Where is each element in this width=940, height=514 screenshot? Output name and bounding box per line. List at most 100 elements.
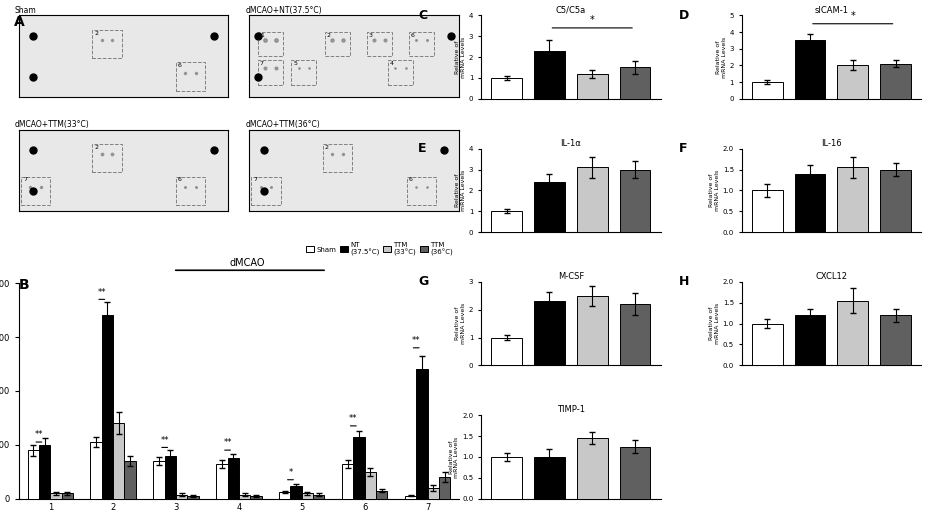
Bar [880, 315, 911, 365]
Y-axis label: Relative of
mRNA Levels: Relative of mRNA Levels [709, 303, 720, 344]
Bar [376, 490, 387, 499]
Bar [577, 74, 607, 99]
Bar [90, 442, 102, 499]
Y-axis label: Relative of
mRNA Levels: Relative of mRNA Levels [709, 170, 720, 211]
Bar [250, 496, 261, 499]
Bar [164, 455, 176, 499]
Bar [407, 176, 436, 205]
Bar [252, 176, 281, 205]
Bar [258, 60, 283, 85]
Text: C: C [418, 9, 428, 22]
Legend: Sham, NT
(37.5°C), TTM
(33°C), TTM
(36°C): Sham, NT (37.5°C), TTM (33°C), TTM (36°C… [303, 240, 456, 259]
Text: **: ** [161, 436, 169, 445]
Text: B: B [19, 278, 29, 291]
Text: 2: 2 [325, 145, 329, 150]
Bar [577, 296, 607, 365]
Text: 7: 7 [23, 177, 27, 182]
Bar [794, 315, 825, 365]
Bar [534, 301, 565, 365]
Text: dMCAO+TTM(33°C): dMCAO+TTM(33°C) [15, 120, 89, 129]
Bar [619, 67, 650, 99]
Bar [794, 174, 825, 232]
Bar [92, 30, 121, 58]
Text: H: H [679, 276, 689, 288]
Bar [534, 457, 565, 499]
Bar [124, 461, 135, 499]
Bar [619, 304, 650, 365]
Bar [367, 32, 392, 56]
Bar [21, 176, 50, 205]
Text: 5: 5 [293, 61, 297, 66]
Bar [492, 211, 522, 232]
Y-axis label: Relative of
mRNA Levels: Relative of mRNA Levels [455, 170, 466, 211]
Title: M-CSF: M-CSF [557, 272, 584, 281]
Bar [492, 338, 522, 365]
Bar [416, 370, 428, 499]
Text: 6: 6 [409, 177, 413, 182]
Bar [322, 144, 352, 173]
Bar [279, 492, 290, 499]
Bar [176, 62, 205, 91]
Text: **: ** [349, 414, 357, 423]
Y-axis label: Relative of
mRNA Levels: Relative of mRNA Levels [448, 436, 460, 478]
Bar [153, 461, 164, 499]
Title: TIMP-1: TIMP-1 [556, 406, 585, 414]
Bar [353, 437, 365, 499]
Bar [365, 472, 376, 499]
Text: A: A [14, 15, 24, 29]
Y-axis label: Relative of
mRNA Levels: Relative of mRNA Levels [455, 303, 466, 344]
Text: 3: 3 [368, 32, 373, 38]
Bar [577, 438, 607, 499]
Text: *: * [851, 11, 855, 21]
Bar [492, 457, 522, 499]
Bar [534, 51, 565, 99]
Bar [313, 494, 324, 499]
Text: 6: 6 [411, 32, 415, 38]
Bar [239, 494, 250, 499]
Bar [880, 64, 911, 99]
Bar [227, 458, 239, 499]
Text: dMCAO: dMCAO [230, 258, 265, 268]
Text: E: E [418, 142, 427, 155]
Bar [428, 488, 439, 499]
Bar [216, 464, 227, 499]
Bar [405, 496, 416, 499]
Y-axis label: Relative of
mRNA Levels: Relative of mRNA Levels [455, 36, 466, 78]
Text: 6: 6 [178, 63, 182, 68]
Bar [387, 60, 413, 85]
Text: **: ** [98, 288, 106, 297]
Bar [258, 32, 283, 56]
Text: *: * [590, 15, 595, 25]
Bar [409, 32, 434, 56]
Bar [880, 170, 911, 232]
Text: 1: 1 [259, 32, 264, 38]
Bar [92, 144, 121, 173]
Text: dMCAO+NT(37.5°C): dMCAO+NT(37.5°C) [245, 6, 321, 14]
Bar [325, 32, 350, 56]
Text: **: ** [224, 438, 232, 447]
Bar [176, 494, 187, 499]
Bar [61, 493, 73, 499]
Bar [50, 493, 61, 499]
Title: C5/C5a: C5/C5a [556, 6, 586, 14]
Text: **: ** [412, 336, 420, 345]
Bar [752, 324, 783, 365]
Bar [838, 301, 869, 365]
Text: G: G [418, 276, 429, 288]
Text: 2: 2 [94, 145, 99, 150]
Bar [291, 60, 317, 85]
Text: 2: 2 [94, 30, 99, 35]
Bar [302, 493, 313, 499]
Text: D: D [679, 9, 689, 22]
Bar [290, 486, 302, 499]
Title: CXCL12: CXCL12 [815, 272, 847, 281]
Text: F: F [679, 142, 687, 155]
Y-axis label: Relative of
mRNA Levels: Relative of mRNA Levels [716, 36, 727, 78]
Bar [439, 477, 450, 499]
Bar [534, 182, 565, 232]
Bar [794, 41, 825, 99]
Bar [838, 65, 869, 99]
Bar [176, 176, 205, 205]
Bar [342, 464, 353, 499]
Text: **: ** [35, 430, 43, 439]
